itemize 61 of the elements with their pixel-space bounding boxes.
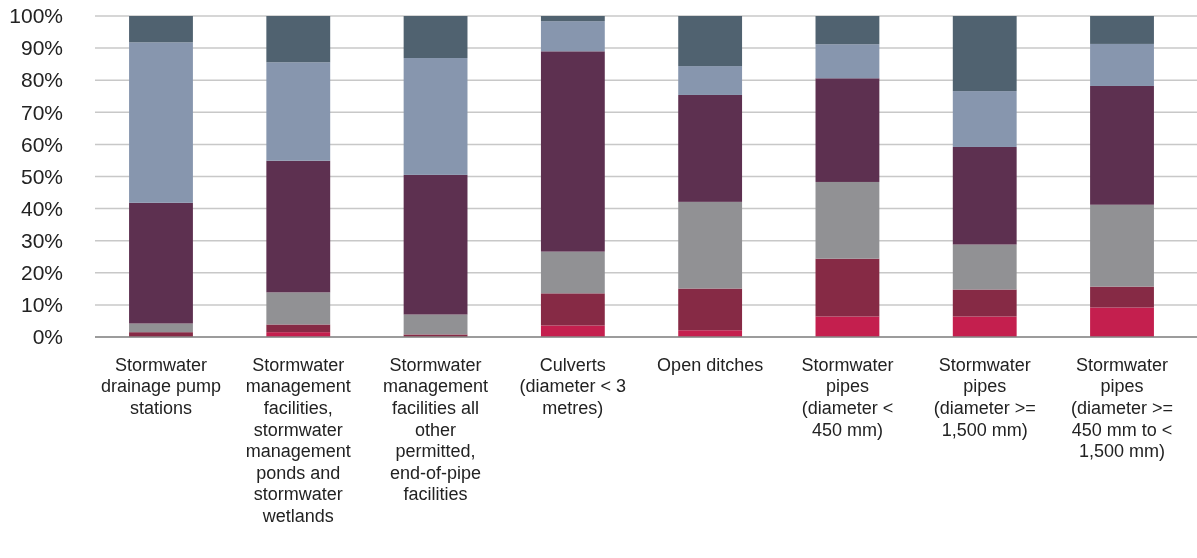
- bar: [952, 16, 1017, 92]
- bar: [815, 181, 880, 259]
- bar: [266, 324, 331, 333]
- bar: [952, 146, 1017, 245]
- bar: [129, 16, 193, 43]
- bar: [540, 16, 605, 22]
- bar: [952, 91, 1017, 147]
- y-tick-label: 60%: [20, 132, 63, 156]
- bar: [403, 174, 468, 315]
- y-tick-label: 90%: [20, 36, 63, 60]
- bar: [678, 16, 743, 67]
- y-tick-label: 100%: [9, 4, 63, 28]
- bar: [952, 289, 1017, 317]
- bar: [403, 314, 468, 335]
- bar: [129, 42, 193, 203]
- bar: [952, 316, 1017, 337]
- bar: [678, 94, 743, 202]
- bar: [1090, 286, 1154, 308]
- y-tick-label: 40%: [20, 196, 63, 220]
- bar: [266, 62, 331, 161]
- bar: [403, 58, 468, 175]
- x-tick-label: Open ditches: [657, 354, 764, 375]
- y-tick-label: 30%: [20, 228, 63, 252]
- y-tick-label: 70%: [20, 100, 63, 124]
- bar: [815, 316, 880, 337]
- bar: [266, 16, 331, 63]
- y-tick-label: 20%: [20, 261, 63, 285]
- bar: [129, 323, 193, 333]
- bar: [678, 66, 743, 95]
- bar: [540, 251, 605, 294]
- bar: [1090, 16, 1154, 44]
- bar: [815, 258, 880, 317]
- x-tick-label: Culverts (diameter < 3 metres): [519, 354, 627, 418]
- x-tick-label: Stormwater management facilities, stormwater management ponds and stormwater wetlands: [245, 354, 351, 526]
- bar: [540, 21, 605, 52]
- bar: [540, 325, 605, 337]
- bar: [815, 44, 880, 79]
- bar: [1090, 307, 1154, 337]
- bar: [678, 288, 743, 331]
- bar: [815, 78, 880, 182]
- bar: [403, 16, 468, 59]
- bar: [952, 244, 1017, 290]
- x-tick-label: Stormwater pipes (diameter < 450 mm): [801, 354, 894, 440]
- y-tick-label: 10%: [20, 293, 63, 317]
- bar: [266, 160, 331, 293]
- y-tick-label: 50%: [20, 164, 63, 188]
- bar: [129, 202, 193, 324]
- bar: [1090, 204, 1154, 287]
- bar: [1090, 43, 1154, 86]
- x-tick-label: Stormwater management facilities all other permitted, end-of-pipe facilities: [383, 354, 489, 505]
- bar: [266, 292, 331, 325]
- x-tick-label: Stormwater pipes (diameter >= 450 mm to < 1,500 mm): [1070, 354, 1174, 462]
- y-tick-label: 80%: [20, 68, 63, 92]
- bar: [678, 201, 743, 289]
- bar: [1090, 85, 1154, 205]
- y-tick-label: 0%: [32, 325, 63, 349]
- x-tick-label: Stormwater pipes (diameter >= 1,500 mm): [933, 354, 1036, 440]
- bar: [540, 51, 605, 252]
- x-tick-label: Stormwater drainage pump stations: [100, 354, 222, 418]
- bar: [540, 293, 605, 326]
- bar: [815, 16, 880, 45]
